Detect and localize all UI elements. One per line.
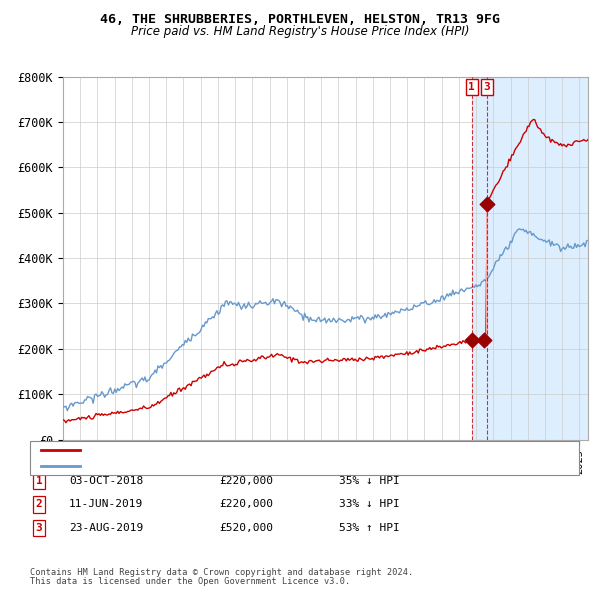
Text: 2: 2 xyxy=(35,500,43,509)
Text: £520,000: £520,000 xyxy=(219,523,273,533)
Text: 1: 1 xyxy=(35,476,43,486)
Text: 11-JUN-2019: 11-JUN-2019 xyxy=(69,500,143,509)
Text: 33% ↓ HPI: 33% ↓ HPI xyxy=(339,500,400,509)
Bar xyxy=(472,77,588,440)
Point xyxy=(467,335,476,345)
Text: Contains HM Land Registry data © Crown copyright and database right 2024.: Contains HM Land Registry data © Crown c… xyxy=(30,568,413,577)
Text: This data is licensed under the Open Government Licence v3.0.: This data is licensed under the Open Gov… xyxy=(30,578,350,586)
Text: 53% ↑ HPI: 53% ↑ HPI xyxy=(339,523,400,533)
Text: HPI: Average price, detached house, Cornwall: HPI: Average price, detached house, Corn… xyxy=(86,461,372,471)
Text: 1: 1 xyxy=(469,82,475,92)
Text: 3: 3 xyxy=(484,82,491,92)
Point xyxy=(482,199,492,208)
Text: 46, THE SHRUBBERIES, PORTHLEVEN, HELSTON, TR13 9FG: 46, THE SHRUBBERIES, PORTHLEVEN, HELSTON… xyxy=(100,13,500,26)
Text: 35% ↓ HPI: 35% ↓ HPI xyxy=(339,476,400,486)
Text: £220,000: £220,000 xyxy=(219,500,273,509)
Text: Price paid vs. HM Land Registry's House Price Index (HPI): Price paid vs. HM Land Registry's House … xyxy=(131,25,469,38)
Text: 3: 3 xyxy=(35,523,43,533)
Point xyxy=(479,335,488,345)
Text: 46, THE SHRUBBERIES, PORTHLEVEN, HELSTON, TR13 9FG (detached house): 46, THE SHRUBBERIES, PORTHLEVEN, HELSTON… xyxy=(86,445,521,455)
Text: 23-AUG-2019: 23-AUG-2019 xyxy=(69,523,143,533)
Text: 03-OCT-2018: 03-OCT-2018 xyxy=(69,476,143,486)
Text: £220,000: £220,000 xyxy=(219,476,273,486)
